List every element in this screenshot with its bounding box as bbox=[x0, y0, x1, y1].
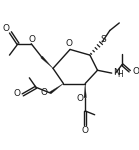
Text: O: O bbox=[132, 67, 139, 76]
Text: O: O bbox=[29, 34, 36, 43]
Text: O: O bbox=[2, 24, 9, 33]
Text: O: O bbox=[77, 94, 84, 103]
Text: H: H bbox=[117, 70, 123, 79]
Text: O: O bbox=[13, 89, 21, 98]
Polygon shape bbox=[41, 56, 53, 68]
Polygon shape bbox=[84, 84, 86, 98]
Polygon shape bbox=[49, 84, 63, 94]
Text: O: O bbox=[41, 88, 48, 97]
Text: O: O bbox=[66, 39, 73, 48]
Text: N: N bbox=[113, 68, 119, 77]
Text: S: S bbox=[100, 34, 106, 43]
Text: O: O bbox=[82, 126, 89, 135]
